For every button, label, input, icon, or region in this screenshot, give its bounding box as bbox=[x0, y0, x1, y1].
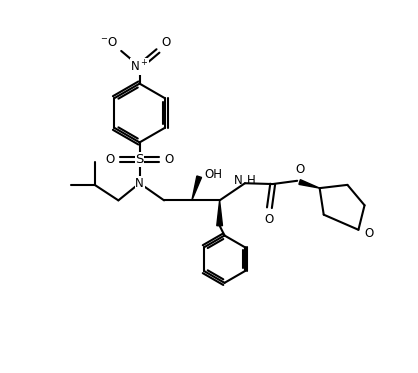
Polygon shape bbox=[299, 180, 320, 188]
Text: $^{-}$O: $^{-}$O bbox=[100, 36, 118, 49]
Text: S: S bbox=[135, 153, 144, 166]
Text: N$^+$: N$^+$ bbox=[130, 59, 149, 74]
Text: N: N bbox=[135, 177, 144, 190]
Text: O: O bbox=[296, 163, 305, 176]
Text: N: N bbox=[234, 174, 243, 187]
Polygon shape bbox=[192, 176, 201, 200]
Text: OH: OH bbox=[204, 168, 222, 181]
Text: O: O bbox=[364, 228, 373, 240]
Polygon shape bbox=[217, 200, 222, 226]
Text: O: O bbox=[161, 36, 171, 49]
Text: O: O bbox=[106, 153, 115, 166]
Text: O: O bbox=[265, 213, 274, 226]
Text: O: O bbox=[164, 153, 173, 166]
Text: H: H bbox=[247, 174, 256, 187]
